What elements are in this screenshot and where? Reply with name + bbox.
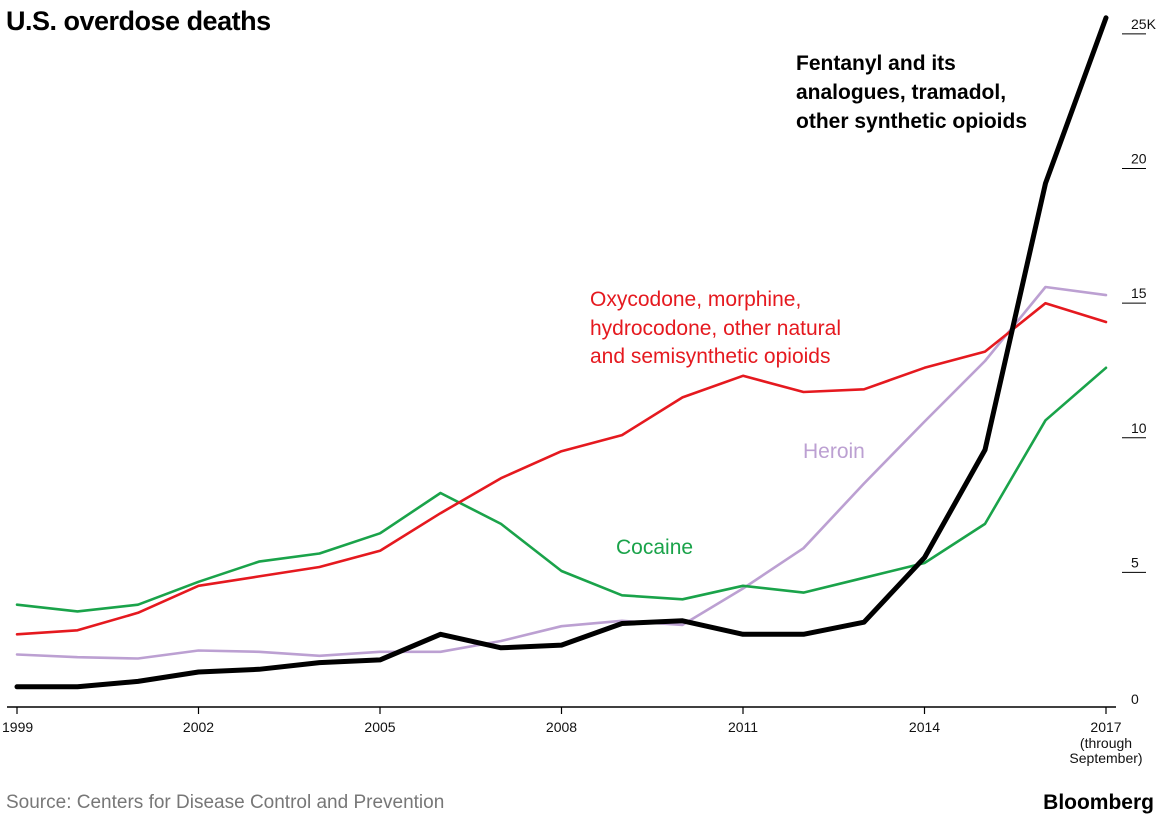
x-tick-label: 2005 <box>364 719 395 735</box>
y-tick-label: 0 <box>1131 691 1139 707</box>
chart-title: U.S. overdose deaths <box>6 6 271 36</box>
x-tick-note: September) <box>1069 750 1142 766</box>
x-tick-label: 2011 <box>728 719 758 735</box>
y-tick-label: 20 <box>1131 151 1147 167</box>
series-label-heroin: Heroin <box>803 440 865 463</box>
x-tick-label: 2002 <box>183 719 214 735</box>
series-label-cocaine: Cocaine <box>616 536 693 559</box>
y-tick-label: 25K <box>1131 16 1157 32</box>
series-label-oxycodone: Oxycodone, morphine, hydrocodone, other … <box>590 288 847 368</box>
series-lines <box>14 15 1109 690</box>
axes: 1999 2002 2005 2008 2011 2014 2017(throughSept… <box>2 16 1157 766</box>
series-line-oxycodone <box>15 301 1108 636</box>
x-tick-label: 2017 <box>1090 719 1121 735</box>
y-tick-label: 10 <box>1131 420 1147 436</box>
series-label-fentanyl: Fentanyl and its analogues, tramadol, ot… <box>796 52 1027 133</box>
x-tick-label: 1999 <box>2 719 33 735</box>
y-tick-label: 5 <box>1131 554 1139 570</box>
x-tick-note: (through <box>1080 735 1132 751</box>
bloomberg-logo: Bloomberg <box>1043 791 1154 814</box>
series-line-heroin <box>15 285 1108 660</box>
x-tick-label: 2008 <box>546 719 577 735</box>
x-tick-label: 2014 <box>909 719 940 735</box>
y-tick-label: 15 <box>1131 285 1147 301</box>
series-line-cocaine <box>15 366 1108 613</box>
source-note: Source: Centers for Disease Control and … <box>6 792 444 813</box>
series-line-fentanyl <box>14 15 1109 690</box>
